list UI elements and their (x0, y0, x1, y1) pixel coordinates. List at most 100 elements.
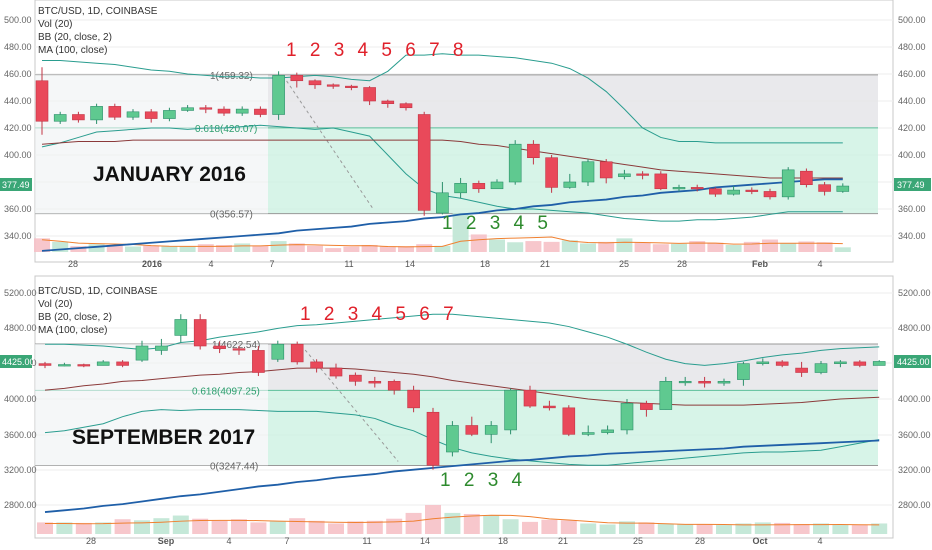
volume-bar (616, 238, 633, 252)
panel1-bb-label: BB (20, close, 2) (38, 32, 112, 43)
y-tick-right: 2800.00 (898, 500, 931, 510)
volume-bar (269, 521, 286, 534)
y-tick-left: 4800.00 (4, 323, 37, 333)
volume-bar (398, 246, 414, 252)
bb-lower-line (44, 409, 880, 466)
volume-bar (677, 524, 694, 534)
candle (446, 425, 459, 453)
bb-upper-line (45, 313, 880, 366)
volume-bar (813, 523, 829, 534)
volume-bar (444, 512, 461, 534)
y-tick-left: 4000.00 (4, 394, 37, 404)
volume-bar (34, 238, 50, 252)
volume-bar (762, 239, 778, 252)
candle (426, 411, 440, 466)
volume-bar (75, 522, 92, 534)
volume-bar (405, 512, 422, 534)
x-tick: 2016 (142, 259, 162, 269)
volume-bar (541, 519, 558, 534)
price-tag-right-bg (894, 355, 931, 368)
volume-bar (774, 522, 791, 534)
candle (217, 108, 231, 114)
volume-bar (347, 521, 364, 534)
x-tick: 11 (362, 536, 371, 546)
volume-bar (234, 243, 251, 252)
panel1-red-sequence: 1 2 3 4 5 6 7 8 (286, 40, 468, 61)
x-tick: 14 (405, 259, 415, 269)
panel2-header: BTC/USD, 1D, COINBASE Vol (20) BB (20, c… (38, 285, 157, 337)
candle (290, 343, 304, 363)
fib-label-bot: 0(356.57) (210, 210, 253, 221)
panel1-big-label: JANUARY 2016 (93, 163, 246, 186)
volume-bar (871, 523, 888, 534)
volume-bar (851, 525, 868, 534)
volume-bar (289, 518, 306, 534)
candle (727, 189, 740, 195)
bb-middle-line (41, 139, 843, 179)
volume-bar (361, 244, 378, 252)
y-tick-right: 360.00 (898, 204, 926, 214)
candle (523, 389, 537, 407)
candle (818, 184, 831, 192)
volume-bar (507, 242, 524, 252)
volume-bar (179, 246, 196, 252)
panel2-red-sequence: 1 2 3 4 5 6 7 (300, 304, 458, 325)
volume-bar (561, 240, 578, 252)
volume-bar (560, 520, 577, 534)
volume-bar (250, 522, 267, 534)
volume-bar (463, 513, 480, 534)
volume-bar (638, 522, 655, 534)
volume-bar (634, 242, 651, 252)
x-tick: 4 (208, 259, 213, 269)
fib-upper-zone (268, 344, 878, 391)
candle (199, 107, 213, 110)
volume-bar (270, 241, 287, 252)
volume-bar (252, 245, 269, 252)
candle (601, 429, 614, 433)
volume-bar (725, 244, 742, 252)
candle (709, 188, 722, 195)
candle (116, 361, 129, 366)
volume-ma-line (45, 514, 880, 526)
candle (508, 143, 522, 183)
x-tick: 4 (817, 536, 822, 546)
fib-upper-zone (268, 74, 878, 128)
candle (368, 381, 382, 384)
volume-bar (735, 523, 752, 534)
volume-bar (707, 242, 724, 252)
volume-bar (52, 241, 69, 252)
candle (543, 405, 556, 409)
y-tick-left: 400.00 (4, 150, 32, 160)
y-tick-right: 3200.00 (898, 465, 931, 475)
candle (252, 350, 265, 373)
candle (417, 114, 431, 211)
volume-bar (743, 241, 760, 252)
x-tick: 18 (480, 259, 490, 269)
volume-bar (599, 524, 616, 534)
candle (872, 361, 886, 366)
candle (310, 361, 323, 369)
x-tick: 28 (86, 536, 96, 546)
candle (836, 185, 850, 192)
candle (363, 87, 376, 102)
candle (155, 345, 168, 351)
volume-bar (307, 245, 323, 252)
fib-label-top: 1(4622.54) (212, 340, 260, 351)
x-tick: 11 (344, 259, 353, 269)
volume-bar (161, 246, 178, 252)
x-tick: 21 (558, 536, 568, 546)
bb-upper-line (42, 53, 843, 144)
volume-bar (288, 243, 305, 252)
volume-bar (816, 242, 833, 252)
y-tick-left: 2800.00 (4, 500, 37, 510)
volume-bar (580, 523, 597, 534)
candle (213, 345, 226, 349)
y-tick-left: 420.00 (4, 123, 32, 133)
volume-bar (416, 244, 433, 252)
volume-bar (689, 241, 706, 252)
y-tick-left: 3200.00 (4, 465, 37, 475)
ma100-line (41, 178, 843, 252)
x-tick: 28 (68, 259, 78, 269)
candle (484, 425, 498, 435)
x-tick: 21 (540, 259, 550, 269)
